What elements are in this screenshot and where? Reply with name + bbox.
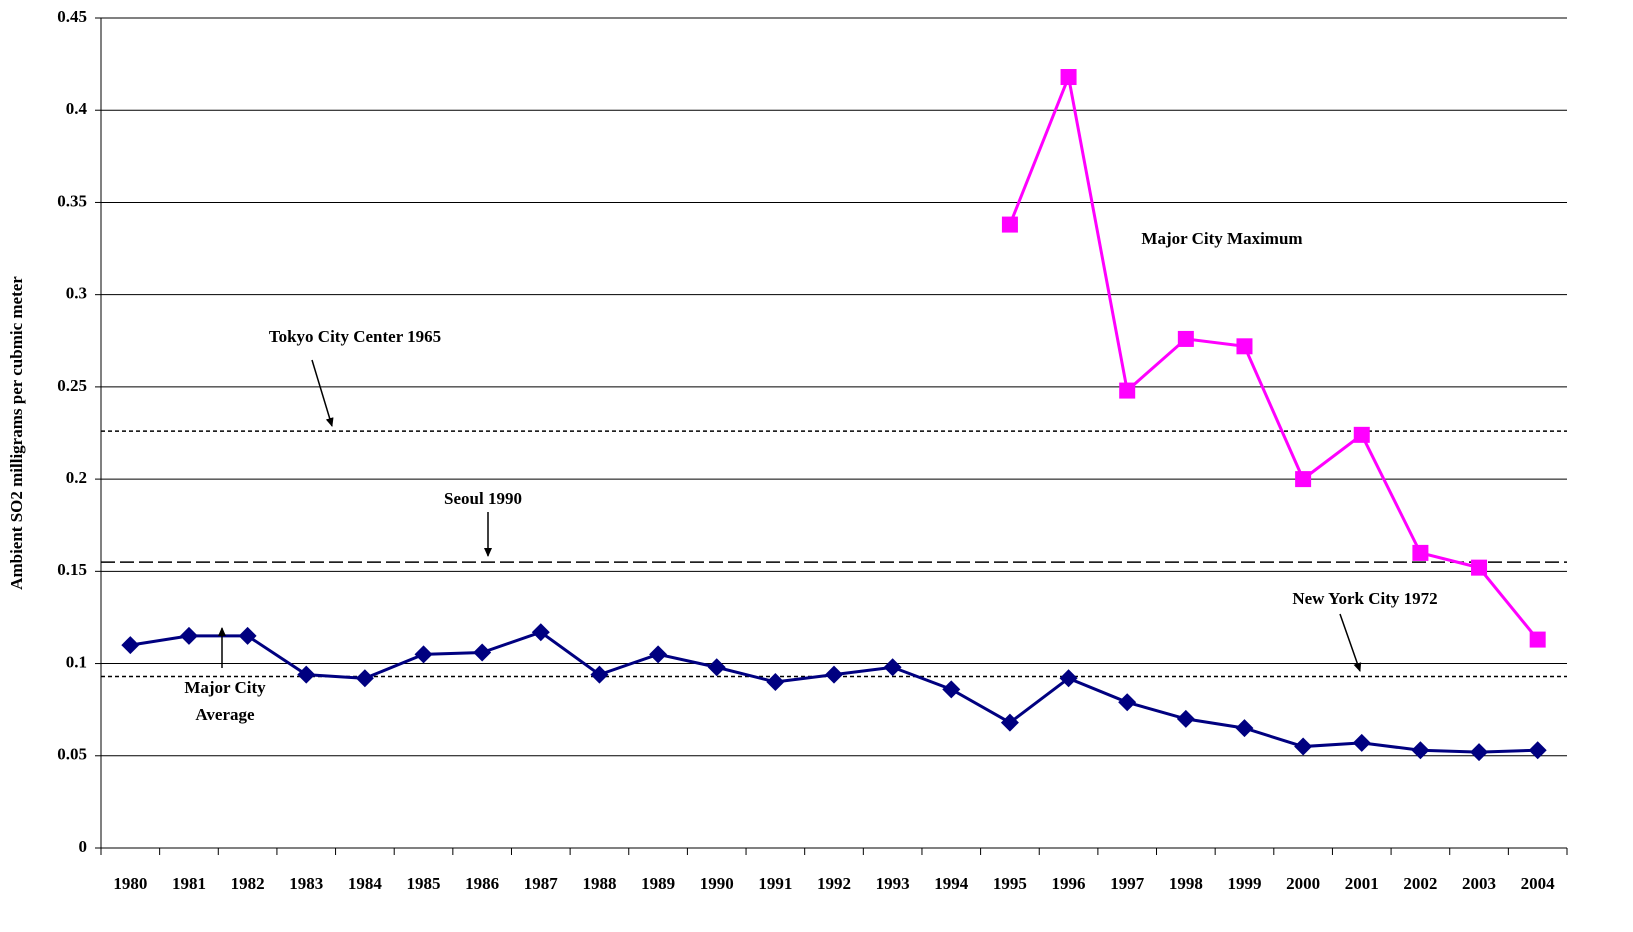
square-marker [1177, 330, 1194, 347]
reference-label: Seoul 1990 [444, 489, 522, 508]
square-marker [1001, 216, 1018, 233]
y-tick-label: 0.25 [57, 376, 87, 395]
diamond-marker [590, 665, 609, 684]
y-axis-label: Ambient SO2 milligrams per cubmic meter [7, 276, 26, 590]
y-tick-label: 0.05 [57, 745, 87, 764]
x-tick-label: 1983 [289, 874, 323, 893]
annotation-arrow [1339, 613, 1362, 672]
x-tick-label: 1980 [113, 874, 147, 893]
y-tick-label: 0.4 [66, 99, 88, 118]
diamond-marker [766, 673, 785, 691]
diamond-marker [1059, 669, 1078, 688]
diamond-marker [1352, 733, 1371, 752]
square-marker [1060, 69, 1077, 86]
x-tick-label: 1998 [1169, 874, 1203, 893]
diamond-marker [883, 658, 902, 677]
series-label: Major City Average [184, 678, 266, 724]
series-label-box: Major City Average [184, 678, 266, 724]
diamond-marker [1176, 709, 1195, 728]
y-tick-label: 0.35 [57, 191, 87, 210]
series-label: Major City Maximum [1141, 229, 1302, 248]
x-tick-label: 1992 [817, 874, 851, 893]
x-tick-label: 1989 [641, 874, 675, 893]
diamond-marker [121, 636, 140, 655]
x-tick-label: 1996 [1052, 874, 1086, 893]
x-tick-label: 1991 [758, 874, 792, 893]
diamond-marker [1118, 693, 1137, 712]
diamond-marker [414, 645, 433, 664]
square-marker [1529, 631, 1546, 648]
y-tick-label: 0.1 [66, 652, 87, 671]
diamond-marker [473, 643, 492, 662]
x-tick-label: 1994 [934, 874, 969, 893]
x-tick-label: 1987 [524, 874, 559, 893]
x-tick-label: 1993 [876, 874, 910, 893]
diamond-marker [238, 626, 257, 645]
diamond-marker [649, 645, 668, 664]
x-tick-label: 2003 [1462, 874, 1496, 893]
diamond-marker [1235, 719, 1254, 738]
x-tick-label: 1999 [1227, 874, 1261, 893]
x-tick-label: 1982 [231, 874, 265, 893]
diamond-marker [531, 623, 550, 642]
square-marker [1119, 382, 1136, 399]
reference-label: Tokyo City Center 1965 [269, 327, 441, 346]
diamond-marker [297, 665, 316, 684]
square-marker [1471, 559, 1488, 576]
y-tick-label: 0.2 [66, 468, 87, 487]
y-tick-label: 0.3 [66, 284, 87, 303]
y-tick-label: 0.45 [57, 7, 87, 26]
x-tick-label: 2000 [1286, 874, 1320, 893]
diamond-marker [1470, 743, 1489, 762]
series-line [1008, 71, 1539, 641]
x-tick-label: 1986 [465, 874, 499, 893]
annotation-arrow [311, 359, 334, 427]
diamond-marker [1294, 737, 1313, 756]
square-marker [1236, 338, 1253, 355]
diamond-marker [355, 669, 374, 688]
series-line [130, 630, 1538, 754]
x-tick-label: 1981 [172, 874, 206, 893]
diamond-marker [179, 626, 198, 645]
x-tick-label: 1985 [407, 874, 441, 893]
x-tick-label: 1995 [993, 874, 1027, 893]
diamond-marker [1000, 713, 1019, 732]
diamond-marker [1528, 741, 1547, 760]
diamond-marker [1411, 741, 1430, 760]
x-tick-label: 1997 [1110, 874, 1145, 893]
diamond-marker [942, 680, 961, 699]
diamond-marker [707, 658, 726, 677]
y-tick-label: 0.15 [57, 560, 87, 579]
x-tick-label: 2004 [1521, 874, 1556, 893]
square-marker [1353, 426, 1370, 443]
x-tick-label: 1984 [348, 874, 383, 893]
y-tick-label: 0 [79, 837, 88, 856]
x-tick-label: 1988 [582, 874, 616, 893]
x-tick-label: 1990 [700, 874, 734, 893]
diamond-marker [825, 665, 843, 684]
square-marker [1412, 544, 1429, 561]
x-tick-label: 2002 [1403, 874, 1437, 893]
square-marker [1295, 471, 1312, 488]
reference-label: New York City 1972 [1292, 589, 1437, 608]
x-tick-label: 2001 [1345, 874, 1379, 893]
